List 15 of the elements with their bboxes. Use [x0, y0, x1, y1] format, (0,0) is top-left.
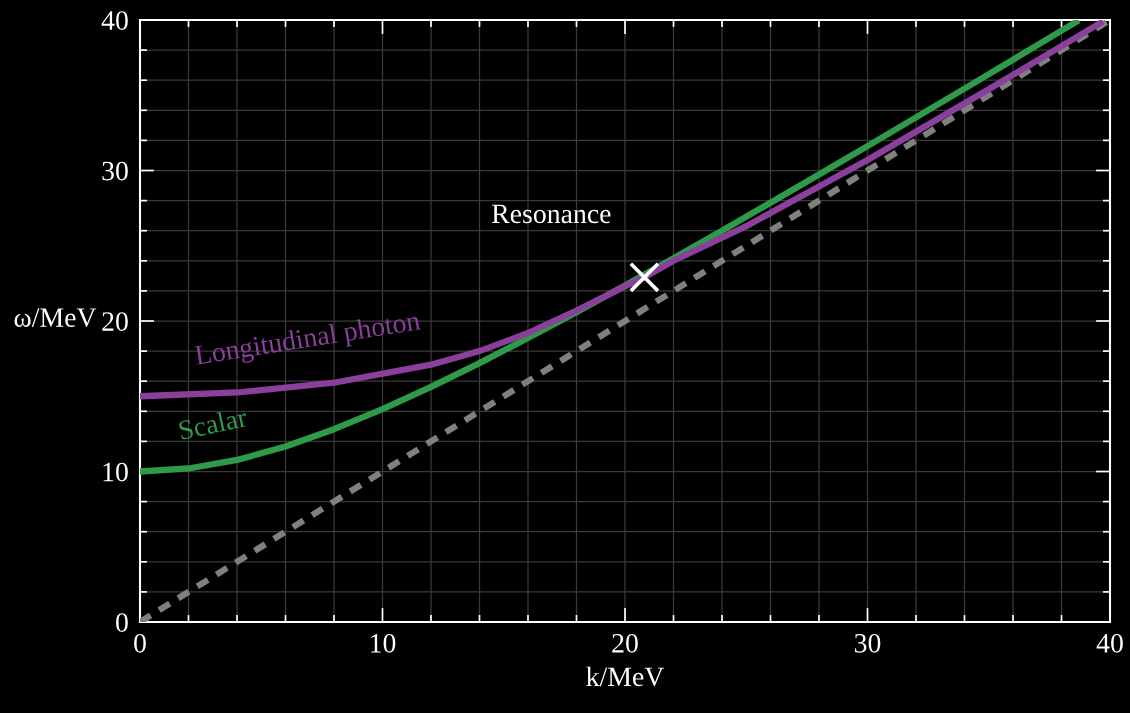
x-axis-title: k/MeV: [586, 666, 665, 687]
text: Longitudinal photon: [194, 310, 422, 371]
y-tick-label: 10: [103, 462, 128, 482]
x-tick-label: 0: [134, 633, 146, 653]
y-tick-label: 30: [102, 161, 128, 181]
y-axis-title: ω/MeV: [14, 308, 97, 328]
x-tick-label: 30: [854, 633, 881, 653]
y-tick-label: 20: [102, 312, 128, 331]
annotation: Resonance: [491, 204, 611, 224]
y-tick-label: 40: [101, 11, 128, 30]
y-tick-label: 0: [116, 613, 128, 632]
x-tick-label: 10: [371, 633, 396, 653]
x-tick-label: 20: [612, 633, 638, 653]
x-tick-label: 40: [1096, 633, 1123, 653]
text: Scalar: [178, 406, 249, 441]
